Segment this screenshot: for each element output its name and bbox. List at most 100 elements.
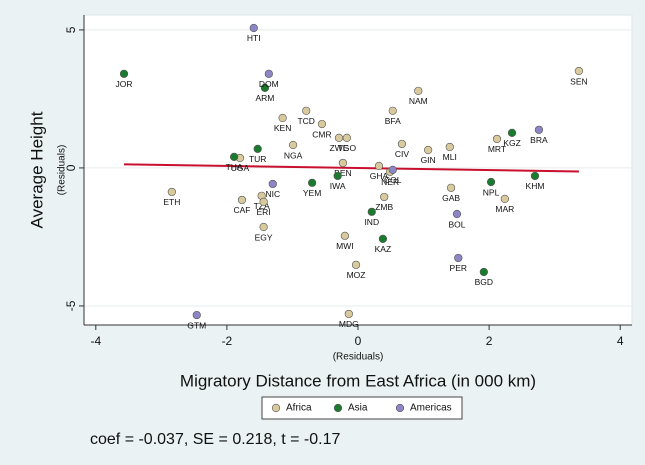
point-label: TZA: [254, 201, 270, 211]
point: [259, 197, 268, 206]
point-label: COL: [384, 175, 402, 185]
y-subtitle: (Residuals): [57, 145, 68, 196]
point: [454, 253, 463, 263]
y-tick-label: 5: [64, 26, 78, 33]
point-label: ETH: [163, 197, 180, 207]
point: [317, 119, 327, 129]
legend-label: Africa: [286, 403, 312, 414]
point: [414, 86, 423, 96]
point-label: NPL: [483, 187, 500, 197]
legend: [261, 396, 463, 420]
point: [344, 309, 353, 319]
point: [259, 222, 268, 232]
x-tick-label: 2: [486, 334, 493, 348]
point-label: KGZ: [503, 138, 520, 148]
point-label: NER: [381, 177, 399, 187]
point: [374, 161, 384, 171]
point: [268, 179, 277, 189]
point-label: MOZ: [347, 270, 366, 280]
point-label: GAB: [442, 193, 460, 203]
legend-label: Asia: [348, 403, 368, 414]
point-label: BRA: [530, 135, 548, 145]
point-label: MDG: [339, 319, 359, 329]
point: [534, 125, 544, 134]
point: [342, 133, 351, 142]
point-label: TUR: [249, 154, 266, 164]
point: [446, 183, 456, 192]
point-label: CAF: [233, 205, 250, 215]
y-tick-label: -5: [64, 300, 78, 311]
point-label: DOM: [259, 79, 279, 89]
point-label: GIN: [421, 155, 436, 165]
point: [302, 106, 311, 115]
point: [445, 142, 454, 152]
x-tick-label: 0: [355, 334, 362, 348]
point: [388, 106, 397, 115]
x-tick-label: -2: [222, 334, 233, 348]
legend-label: Americas: [410, 403, 452, 414]
point: [264, 69, 273, 78]
point-label: JOR: [115, 79, 132, 89]
x-title: Migratory Distance from East Africa (in …: [180, 371, 536, 390]
point: [249, 23, 258, 33]
point: [260, 83, 270, 92]
point-label: MRT: [488, 144, 506, 154]
point-label: ARM: [255, 93, 274, 103]
point-label: TCD: [297, 116, 314, 126]
fit-line: [123, 163, 579, 173]
note: coef = -0.037, SE = 0.218, t = -0.17: [90, 431, 340, 448]
point-label: MWI: [336, 241, 353, 251]
point: [230, 152, 239, 161]
point-label: CMR: [312, 129, 331, 139]
point: [119, 69, 129, 78]
legend-marker: [333, 403, 343, 413]
point: [367, 207, 376, 216]
point-label: BOL: [448, 219, 465, 229]
point: [338, 158, 348, 168]
point: [237, 195, 247, 205]
point-label: UGA: [231, 163, 250, 173]
point-label: IWA: [330, 181, 346, 191]
point: [500, 194, 509, 203]
point-label: GTM: [187, 320, 206, 330]
point-label: KHM: [526, 181, 545, 191]
point-label: BFA: [385, 116, 401, 126]
point: [167, 187, 176, 197]
point: [351, 260, 361, 269]
point: [378, 234, 388, 243]
point-label: TGO: [338, 143, 357, 153]
point: [253, 144, 262, 153]
point-label: BEN: [334, 168, 351, 178]
point: [452, 209, 462, 219]
point: [192, 310, 201, 320]
point: [333, 171, 342, 181]
point: [424, 145, 433, 155]
point-label: MAR: [495, 204, 514, 214]
point: [289, 140, 298, 150]
point: [380, 192, 389, 202]
x-tick-label: -4: [90, 334, 101, 348]
point-label: NIC: [265, 189, 280, 199]
point-label: MLI: [443, 152, 457, 162]
point-label: ZWE: [330, 143, 349, 153]
point-label: HTI: [247, 33, 261, 43]
point: [530, 171, 540, 181]
point-label: YEM: [303, 188, 321, 198]
point-label: ZMB: [375, 202, 393, 212]
point: [334, 133, 344, 142]
x-tick-label: 4: [617, 334, 624, 348]
y-title: Average Height: [27, 111, 46, 228]
point: [397, 139, 407, 149]
legend-marker: [395, 403, 405, 413]
point: [340, 231, 349, 240]
point-label: SEN: [570, 76, 587, 86]
point-label: ERI: [257, 207, 271, 217]
x-subtitle: (Residuals): [333, 352, 384, 363]
point: [278, 113, 287, 123]
point: [479, 267, 488, 277]
point: [308, 178, 317, 187]
point-label: PER: [450, 263, 467, 273]
point-label: NGA: [284, 150, 303, 160]
legend-marker: [271, 403, 281, 413]
